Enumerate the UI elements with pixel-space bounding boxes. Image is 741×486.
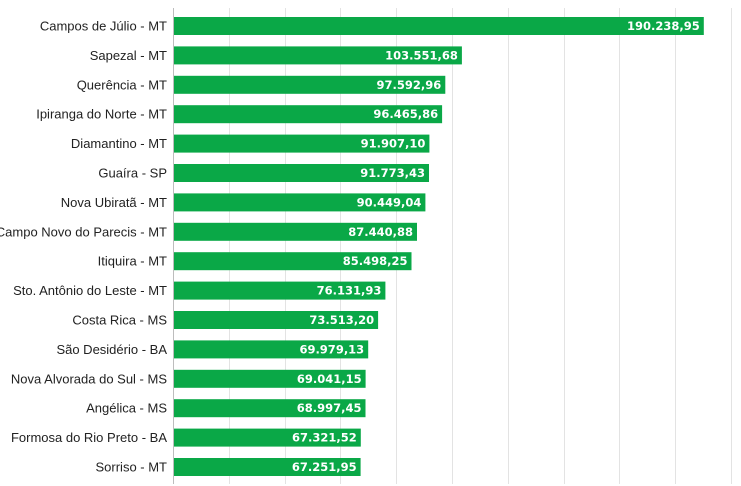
bar bbox=[174, 75, 446, 94]
value-label: 67.321,52 bbox=[292, 431, 357, 445]
category-label: Diamantino - MT bbox=[71, 136, 167, 151]
bar bbox=[174, 46, 462, 65]
category-label: Costa Rica - MS bbox=[72, 313, 167, 328]
bar bbox=[174, 193, 426, 212]
value-label: 97.592,96 bbox=[377, 78, 442, 92]
value-label: 85.498,25 bbox=[343, 254, 408, 268]
category-label: Itiquira - MT bbox=[98, 254, 167, 269]
value-label: 96.465,86 bbox=[373, 107, 438, 121]
value-label: 190.238,95 bbox=[627, 19, 700, 33]
value-label: 76.131,93 bbox=[317, 284, 382, 298]
value-label: 69.041,15 bbox=[297, 372, 362, 386]
value-label: 91.773,43 bbox=[360, 166, 425, 180]
bar bbox=[174, 252, 412, 271]
bar bbox=[174, 105, 443, 124]
category-label: Campo Novo do Parecis - MT bbox=[0, 224, 167, 239]
value-label: 87.440,88 bbox=[348, 225, 413, 239]
value-label: 91.907,10 bbox=[361, 137, 426, 151]
bar bbox=[174, 222, 417, 241]
bar bbox=[174, 399, 366, 418]
category-label: Sapezal - MT bbox=[90, 48, 167, 63]
category-label: Nova Ubiratã - MT bbox=[61, 195, 167, 210]
bar bbox=[174, 134, 430, 153]
value-label: 68.997,45 bbox=[297, 401, 362, 415]
bar-layer bbox=[174, 17, 704, 476]
category-label: Guaíra - SP bbox=[98, 166, 167, 181]
value-label: 90.449,04 bbox=[357, 195, 422, 209]
bar bbox=[174, 340, 369, 359]
category-label: São Desidério - BA bbox=[56, 342, 167, 357]
bar bbox=[174, 458, 361, 476]
category-label: Campos de Júlio - MT bbox=[40, 19, 167, 34]
bar bbox=[174, 281, 386, 300]
category-label: Formosa do Rio Preto - BA bbox=[11, 430, 167, 445]
value-label: 73.513,20 bbox=[309, 313, 374, 327]
bar bbox=[174, 17, 704, 35]
bar bbox=[174, 311, 379, 329]
value-label: 103.551,68 bbox=[385, 48, 458, 62]
value-label: 69.979,13 bbox=[299, 342, 364, 356]
bar bbox=[174, 369, 366, 388]
label-layer: Campos de Júlio - MT 190.238,95 Sapezal - … bbox=[0, 19, 700, 475]
category-label: Sorriso - MT bbox=[96, 460, 168, 475]
category-label: Ipiranga do Norte - MT bbox=[36, 107, 167, 122]
category-label: Nova Alvorada do Sul - MS bbox=[11, 371, 167, 386]
bar bbox=[174, 428, 361, 447]
category-label: Angélica - MS bbox=[86, 401, 167, 416]
category-label: Querência - MT bbox=[77, 77, 167, 92]
bar bbox=[174, 164, 429, 182]
value-label: 67.251,95 bbox=[292, 460, 357, 474]
category-label: Sto. Antônio do Leste - MT bbox=[13, 283, 167, 298]
